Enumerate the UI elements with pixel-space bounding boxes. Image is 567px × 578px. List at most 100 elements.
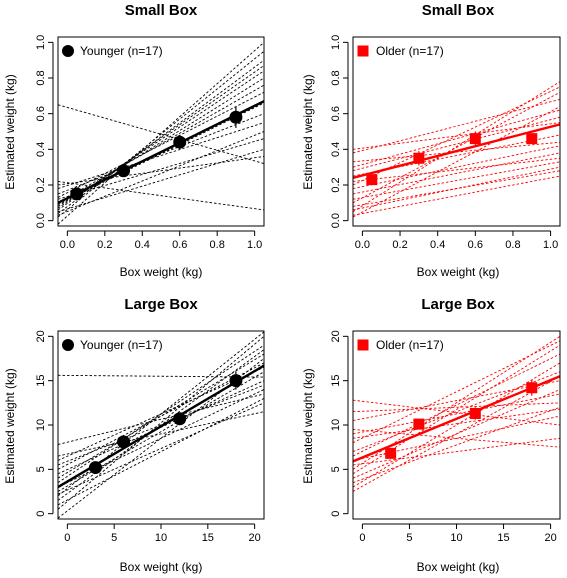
individual-fit-line	[353, 389, 560, 479]
legend-label: Older (n=17)	[376, 338, 444, 352]
legend-label: Younger (n=17)	[80, 44, 163, 58]
x-tick-label: 15	[497, 532, 509, 544]
y-tick-label: 0.0	[330, 213, 342, 228]
legend-marker	[357, 339, 369, 351]
individual-fit-line	[353, 106, 560, 218]
individual-fit-line	[353, 166, 560, 211]
legend-label: Older (n=17)	[376, 44, 444, 58]
group-fit-line	[353, 375, 560, 463]
x-axis-label: Box weight (kg)	[417, 265, 500, 279]
y-tick-label: 0.6	[35, 106, 47, 121]
x-tick-label: 0.2	[97, 239, 112, 251]
y-axis-label: Estimated weight (kg)	[301, 368, 315, 483]
x-tick-label: 0	[64, 532, 70, 544]
y-tick-label: 0.0	[35, 213, 47, 228]
plot-area	[58, 331, 264, 519]
x-tick-label: 0.4	[430, 239, 445, 251]
y-axis-label: Estimated weight (kg)	[3, 74, 17, 189]
x-tick-label: 0.4	[135, 239, 150, 251]
x-tick-label: 0.6	[468, 239, 483, 251]
x-tick-label: 5	[406, 532, 412, 544]
y-tick-label: 1.0	[330, 35, 342, 50]
data-point	[413, 418, 425, 430]
individual-fit-line	[58, 42, 264, 225]
individual-fit-line	[353, 91, 560, 204]
data-point	[70, 187, 84, 201]
y-tick-label: 0.2	[330, 177, 342, 192]
individual-fit-line	[58, 374, 264, 378]
panel-younger-small-box: Small Box Box weight (kg) Estimated weig…	[3, 2, 265, 279]
x-axis-label: Box weight (kg)	[417, 560, 500, 574]
individual-fit-line	[353, 122, 560, 150]
plot-area	[353, 81, 560, 218]
data-point	[173, 412, 187, 426]
x-tick-label: 0.2	[392, 239, 407, 251]
panel-younger-large-box: Large Box Box weight (kg) Estimated weig…	[3, 296, 265, 574]
individual-fit-line	[353, 393, 560, 435]
plot-area	[353, 335, 560, 492]
group-fit-line	[353, 123, 560, 180]
x-tick-label: 0.0	[60, 239, 75, 251]
individual-fit-line	[58, 138, 264, 200]
legend-marker	[62, 339, 74, 351]
individual-fit-line	[353, 340, 560, 444]
x-tick-label: 1.0	[247, 239, 262, 251]
individual-fit-line	[353, 161, 560, 200]
panel-older-small-box: Small Box Box weight (kg) Estimated weig…	[301, 2, 561, 279]
individual-fit-line	[58, 131, 264, 216]
individual-fit-line	[58, 113, 264, 195]
individual-fit-line	[58, 411, 264, 457]
y-tick-label: 10	[330, 419, 342, 431]
y-tick-label: 5	[35, 466, 47, 472]
plot-frame	[352, 330, 561, 520]
individual-fit-line	[58, 402, 264, 495]
individual-fit-line	[353, 134, 560, 177]
x-axis-label: Box weight (kg)	[120, 265, 203, 279]
y-axis-label: Estimated weight (kg)	[3, 368, 17, 483]
individual-fit-line	[58, 102, 264, 206]
x-tick-label: 10	[155, 532, 167, 544]
individual-fit-line	[58, 50, 264, 218]
individual-fit-line	[353, 399, 560, 426]
individual-fit-line	[353, 402, 560, 413]
data-point	[413, 152, 425, 164]
y-tick-label: 1.0	[35, 35, 47, 50]
x-axis-label: Box weight (kg)	[120, 560, 203, 574]
panel-older-large-box: Large Box Box weight (kg) Estimated weig…	[301, 296, 561, 574]
y-tick-label: 20	[35, 330, 47, 342]
individual-fit-line	[58, 389, 264, 488]
y-tick-label: 0.2	[35, 177, 47, 192]
individual-fit-line	[353, 152, 560, 195]
y-axis-label: Estimated weight (kg)	[301, 74, 315, 189]
chart-title: Small Box	[422, 2, 495, 19]
individual-fit-line	[353, 371, 560, 453]
individual-fit-line	[58, 393, 264, 445]
plot-frame	[57, 36, 265, 227]
x-tick-label: 0.8	[505, 239, 520, 251]
y-tick-label: 0	[330, 511, 342, 517]
y-tick-label: 15	[330, 375, 342, 387]
data-point	[469, 133, 481, 145]
legend-marker	[357, 45, 369, 57]
data-point	[88, 461, 102, 475]
individual-fit-line	[353, 157, 560, 182]
individual-fit-line	[58, 180, 264, 211]
y-tick-label: 20	[330, 330, 342, 342]
individual-fit-line	[58, 366, 264, 461]
y-tick-label: 0.8	[35, 70, 47, 85]
individual-fit-line	[353, 362, 560, 488]
individual-fit-line	[353, 344, 560, 475]
individual-fit-line	[353, 437, 560, 466]
individual-fit-line	[353, 145, 560, 189]
data-point	[526, 382, 538, 394]
y-tick-label: 15	[35, 375, 47, 387]
plot-area	[58, 42, 264, 225]
data-point	[469, 407, 481, 419]
individual-fit-line	[353, 406, 560, 484]
legend-label: Younger (n=17)	[80, 338, 163, 352]
individual-fit-line	[353, 415, 560, 461]
x-tick-label: 0	[359, 532, 365, 544]
individual-fit-line	[353, 408, 560, 439]
y-tick-label: 0	[35, 511, 47, 517]
